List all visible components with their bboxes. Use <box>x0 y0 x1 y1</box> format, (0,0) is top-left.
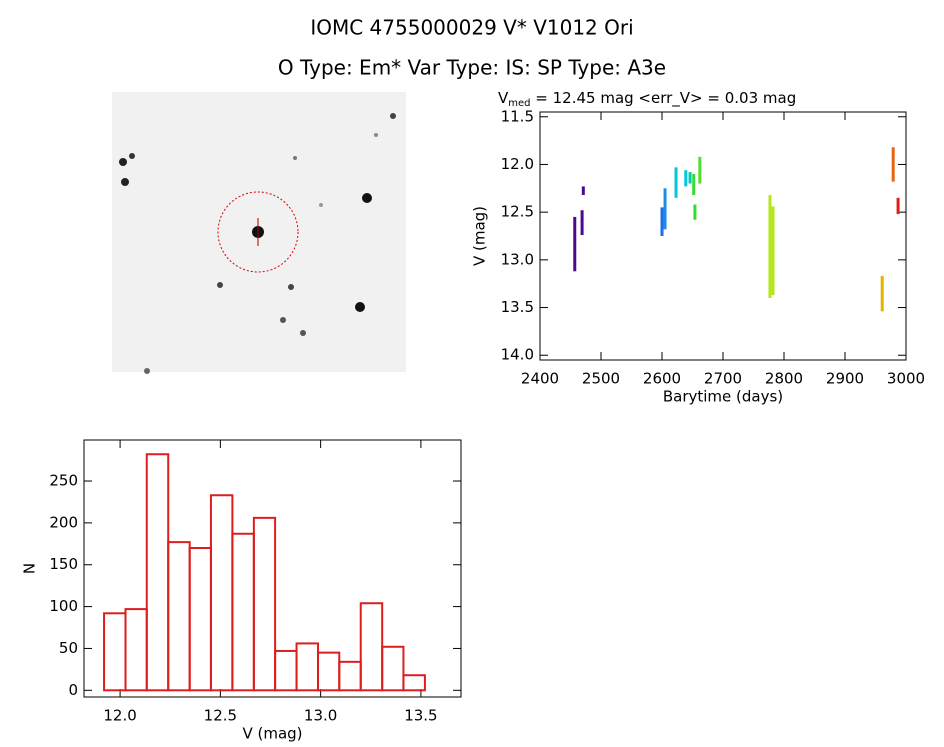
x-tick-label: 2600 <box>643 370 681 388</box>
y-tick-label: 250 <box>49 472 78 490</box>
lc-title-main: V <box>498 89 509 107</box>
histogram-bar <box>188 546 212 692</box>
histogram-bar <box>274 649 298 692</box>
histogram-bar <box>124 608 148 692</box>
histogram-bar <box>338 660 362 692</box>
plot-frame <box>83 439 462 698</box>
subtitle: O Type: Em* Var Type: IS: SP Type: A3e <box>278 56 666 80</box>
histogram-bar <box>381 645 405 692</box>
histogram-bar <box>295 642 320 692</box>
histogram-bar <box>103 612 127 692</box>
x-tick-label: 3000 <box>887 370 925 388</box>
x-tick-label: 2900 <box>826 370 864 388</box>
y-tick-label: 0 <box>68 681 78 699</box>
histogram-bar <box>145 453 170 692</box>
plot-frame <box>539 111 907 361</box>
histogram-bar <box>231 532 255 692</box>
x-axis-label: V (mag) <box>242 725 302 743</box>
y-tick-label: 150 <box>49 555 78 573</box>
histogram-bar <box>252 516 277 692</box>
x-tick-label: 13.0 <box>304 707 337 725</box>
lc-title-rest: = 12.45 mag <err_V> = 0.03 mag <box>531 89 797 108</box>
x-tick-label: 2700 <box>704 370 742 388</box>
x-tick-label: 2800 <box>765 370 803 388</box>
lc-title-sub: med <box>508 98 530 109</box>
y-tick-label: 50 <box>59 639 78 657</box>
x-tick-label: 2500 <box>582 370 620 388</box>
y-axis-label: V (mag) <box>471 206 489 266</box>
x-tick-label: 13.5 <box>404 707 437 725</box>
lc-title: Vmed = 12.45 mag <err_V> = 0.03 mag <box>498 89 796 110</box>
x-tick-label: 2400 <box>521 370 559 388</box>
title: IOMC 4755000029 V* V1012 Ori <box>310 16 633 40</box>
y-tick-label: 100 <box>49 597 78 615</box>
y-tick-label: 14.0 <box>501 346 534 364</box>
x-tick-label: 12.0 <box>103 707 136 725</box>
x-tick-label: 12.5 <box>204 707 237 725</box>
histogram-bar <box>209 494 234 692</box>
y-tick-label: 13.0 <box>501 250 534 268</box>
y-axis-label: N <box>21 563 39 574</box>
histogram-bar <box>167 541 191 692</box>
y-tick-label: 200 <box>49 513 78 531</box>
histogram-bar <box>359 602 384 692</box>
y-tick-label: 12.0 <box>501 155 534 173</box>
y-tick-label: 12.5 <box>501 203 534 221</box>
y-tick-label: 13.5 <box>501 298 534 316</box>
y-tick-label: 11.5 <box>501 107 534 125</box>
x-axis-label: Barytime (days) <box>663 388 783 406</box>
sky-image <box>112 92 406 374</box>
histogram-bar <box>317 651 341 692</box>
histogram-bar <box>402 674 426 692</box>
